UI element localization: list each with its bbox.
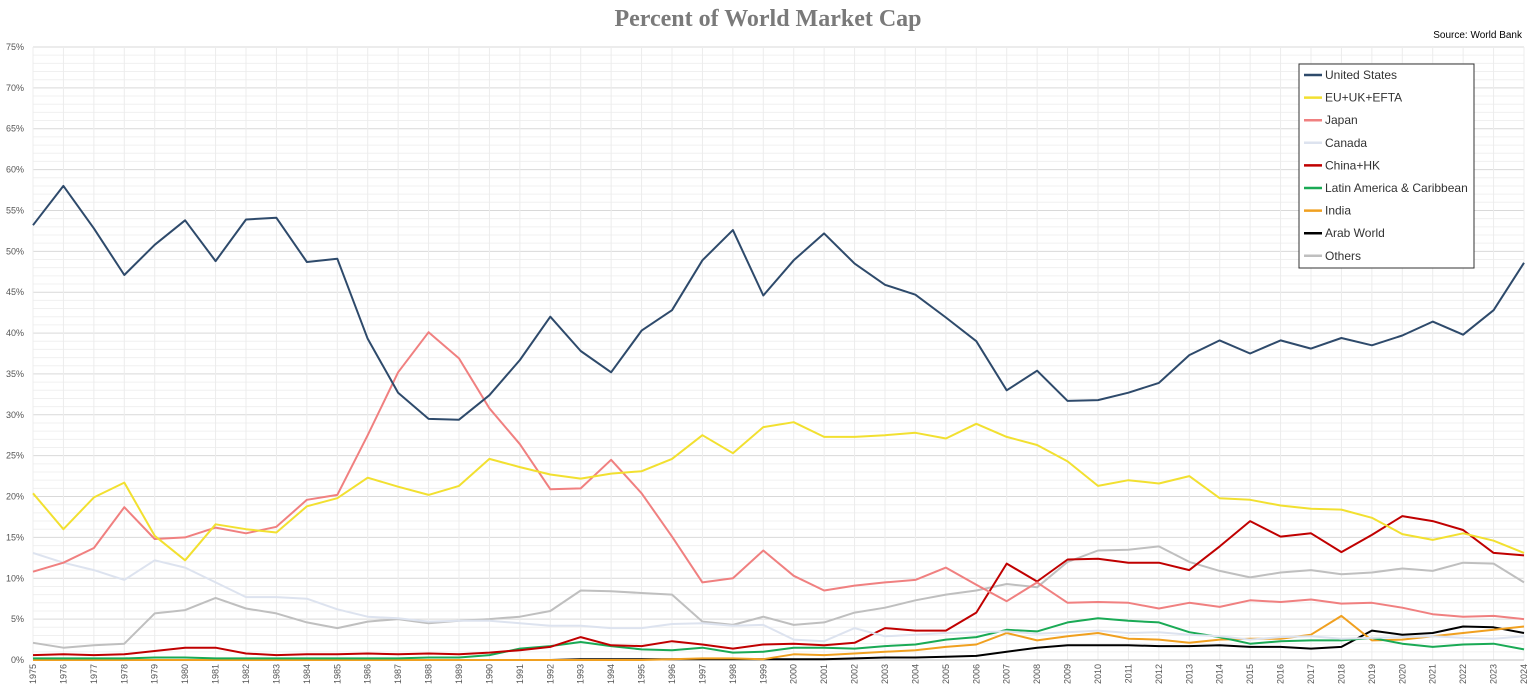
y-tick-label: 0% xyxy=(11,655,24,665)
y-tick-label: 20% xyxy=(6,492,24,502)
x-tick-label: 1994 xyxy=(606,664,616,684)
x-tick-label: 1984 xyxy=(302,664,312,684)
x-tick-label: 2008 xyxy=(1032,664,1042,684)
y-tick-label: 60% xyxy=(6,165,24,175)
chart-title: Percent of World Market Cap xyxy=(614,6,922,32)
x-tick-label: 2024 xyxy=(1519,664,1529,684)
x-tick-label: 1999 xyxy=(758,664,768,684)
x-tick-label: 2007 xyxy=(1002,664,1012,684)
x-tick-label: 1975 xyxy=(28,664,38,684)
x-tick-label: 2012 xyxy=(1154,664,1164,684)
x-tick-label: 1997 xyxy=(697,664,707,684)
x-tick-label: 1993 xyxy=(576,664,586,684)
legend-label: Arab World xyxy=(1325,226,1385,240)
y-tick-label: 25% xyxy=(6,451,24,461)
x-tick-label: 1991 xyxy=(515,664,525,684)
y-tick-label: 50% xyxy=(6,246,24,256)
legend: United States EU+UK+EFTA Japan Canada China+… xyxy=(1298,63,1475,269)
legend-label: United States xyxy=(1325,68,1397,82)
x-tick-label: 1986 xyxy=(363,664,373,684)
x-tick-label: 1978 xyxy=(119,664,129,684)
x-tick-label: 1990 xyxy=(484,664,494,684)
series-line-latin-america-caribbean xyxy=(33,617,1525,660)
legend-label: Latin America & Caribbean xyxy=(1325,181,1468,195)
x-tick-label: 2023 xyxy=(1489,664,1499,684)
x-tick-label: 2021 xyxy=(1428,664,1438,684)
x-tick-label: 1976 xyxy=(58,664,68,684)
series-line-others xyxy=(32,545,1525,649)
y-tick-label: 45% xyxy=(6,287,24,297)
series-line-canada xyxy=(32,551,1525,643)
y-tick-label: 15% xyxy=(6,532,24,542)
x-tick-label: 1996 xyxy=(667,664,677,684)
legend-label: China+HK xyxy=(1325,158,1380,172)
y-axis: 0% 5% 10% 15% 20% 25% 30% 35% 40% 45% 50% 55% 60% 65%… xyxy=(6,42,24,665)
x-tick-label: 1985 xyxy=(332,664,342,684)
x-tick-label: 2014 xyxy=(1215,664,1225,684)
x-tick-label: 1988 xyxy=(424,664,434,684)
source-note: Source: World Bank xyxy=(1433,30,1522,41)
grid xyxy=(32,46,1525,661)
y-tick-label: 65% xyxy=(6,124,24,134)
x-tick-label: 1998 xyxy=(728,664,738,684)
series-line-india xyxy=(33,614,1525,661)
legend-label: India xyxy=(1325,204,1351,218)
x-tick-label: 2018 xyxy=(1336,664,1346,684)
x-tick-label: 2002 xyxy=(850,664,860,684)
x-axis: 1975 1976 1977 1978 1979 1980 1981 1982 1983 1984… xyxy=(28,664,1529,684)
series-line-china-hk xyxy=(32,515,1525,657)
series-line-eu-uk-efta xyxy=(32,421,1525,562)
series-lines xyxy=(32,184,1525,661)
y-tick-label: 55% xyxy=(6,205,24,215)
x-tick-label: 2006 xyxy=(971,664,981,684)
x-tick-label: 1981 xyxy=(211,664,221,684)
x-tick-label: 2011 xyxy=(1123,664,1133,683)
x-tick-label: 2000 xyxy=(789,664,799,684)
x-tick-label: 2022 xyxy=(1458,664,1468,684)
x-tick-label: 1987 xyxy=(393,664,403,684)
legend-label: Canada xyxy=(1325,136,1367,150)
legend-label: Others xyxy=(1325,249,1361,263)
x-tick-label: 1977 xyxy=(89,664,99,684)
x-tick-label: 1979 xyxy=(150,664,160,684)
y-tick-label: 10% xyxy=(6,573,24,583)
x-tick-label: 2004 xyxy=(910,664,920,684)
x-tick-label: 2019 xyxy=(1367,664,1377,684)
y-tick-label: 75% xyxy=(6,42,24,52)
y-tick-label: 35% xyxy=(6,369,24,379)
x-tick-label: 1989 xyxy=(454,664,464,684)
x-tick-label: 1982 xyxy=(241,664,251,684)
x-tick-label: 2003 xyxy=(880,664,890,684)
y-tick-label: 5% xyxy=(11,614,24,624)
series-line-japan xyxy=(32,331,1525,621)
y-tick-label: 40% xyxy=(6,328,24,338)
y-tick-label: 70% xyxy=(6,83,24,93)
legend-label: EU+UK+EFTA xyxy=(1325,91,1402,105)
x-tick-label: 2016 xyxy=(1276,664,1286,684)
x-tick-label: 1980 xyxy=(180,664,190,684)
y-tick-label: 30% xyxy=(6,410,24,420)
x-tick-label: 2017 xyxy=(1306,664,1316,684)
series-line-united-states xyxy=(32,184,1525,421)
x-tick-label: 2010 xyxy=(1093,664,1103,684)
x-tick-label: 2013 xyxy=(1184,664,1194,684)
x-tick-label: 2005 xyxy=(941,664,951,684)
legend-label: Japan xyxy=(1325,113,1358,127)
legend-box xyxy=(1298,63,1475,269)
x-tick-label: 2020 xyxy=(1397,664,1407,684)
x-tick-label: 2001 xyxy=(819,664,829,684)
x-tick-label: 1995 xyxy=(637,664,647,684)
x-tick-label: 1992 xyxy=(545,664,555,684)
x-tick-label: 2015 xyxy=(1245,664,1255,684)
x-tick-label: 1983 xyxy=(271,664,281,684)
x-tick-label: 2009 xyxy=(1063,664,1073,684)
